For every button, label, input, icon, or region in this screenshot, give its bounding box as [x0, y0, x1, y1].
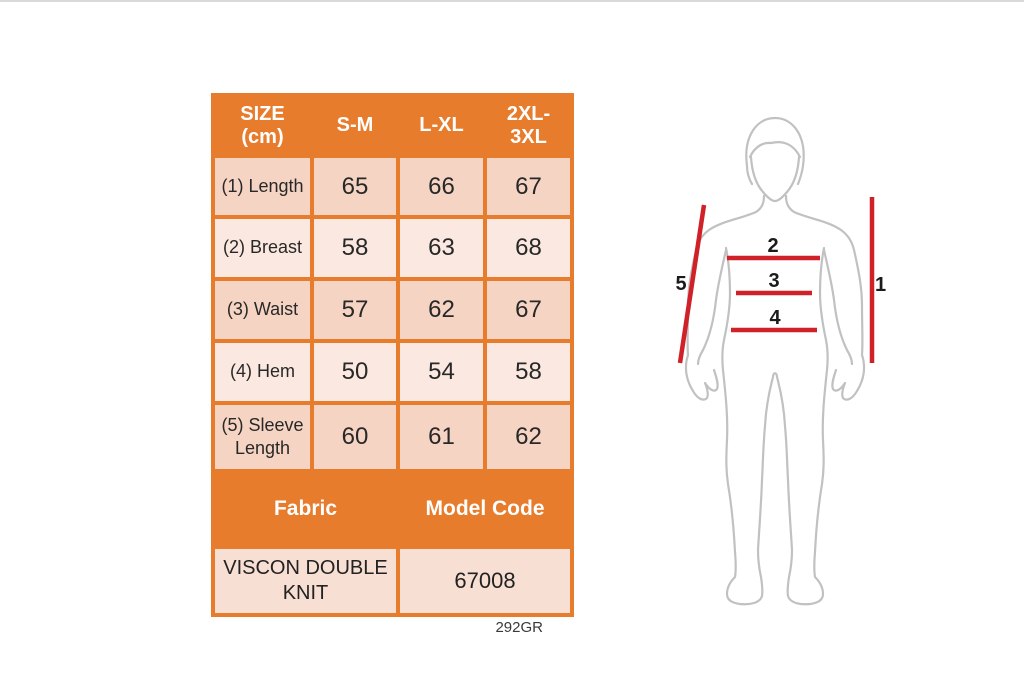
- model-code-value-cell: 67008: [400, 549, 570, 613]
- figure-torso-left: [721, 246, 732, 372]
- hem-sm-value: 50: [314, 343, 396, 401]
- top-divider-line: [0, 0, 1024, 2]
- measure-label-length: 1: [875, 274, 886, 296]
- waist-sm-value: 57: [314, 281, 396, 339]
- header-cell-size-cm: SIZE (cm): [215, 97, 310, 154]
- sleeve-measure-line: [677, 204, 707, 364]
- row-label-length: (1) Length: [215, 158, 310, 215]
- size-table: SIZE (cm) S-M L-XL 2XL- 3XL (1) Length 6…: [211, 93, 574, 617]
- figure-right-arm-inner: [822, 248, 854, 366]
- body-diagram-svg: 1 2 3 4 5: [675, 116, 886, 606]
- measure-label-sleeve: 5: [675, 273, 686, 295]
- figure-torso-right: [818, 246, 829, 372]
- length-lxl-value: 66: [400, 158, 483, 215]
- breast-sm-value: 58: [314, 219, 396, 277]
- figure-inner-legs: [756, 372, 794, 552]
- waist-2xl3xl-value: 67: [487, 281, 570, 339]
- sleeve-2xl3xl-value: 62: [487, 405, 570, 469]
- measure-label-breast: 2: [767, 235, 778, 257]
- male-figure-outline: [684, 116, 866, 606]
- figure-face: [749, 155, 801, 203]
- measure-label-hem: 4: [769, 307, 781, 329]
- hem-2xl3xl-value: 58: [487, 343, 570, 401]
- measure-label-waist: 3: [768, 270, 779, 292]
- body-measurement-diagram: 1 2 3 4 5: [630, 88, 930, 628]
- figure-right-leg: [786, 368, 829, 606]
- hem-lxl-value: 54: [400, 343, 483, 401]
- figure-left-arm-inner: [696, 248, 728, 366]
- fabric-value-cell: VISCON DOUBLE KNIT: [215, 549, 396, 613]
- row-label-hem: (4) Hem: [215, 343, 310, 401]
- figure-left-leg: [721, 368, 764, 606]
- figure-head-hair: [745, 116, 805, 186]
- model-code-header-cell: Model Code: [400, 473, 570, 545]
- row-label-waist: (3) Waist: [215, 281, 310, 339]
- row-label-breast: (2) Breast: [215, 219, 310, 277]
- row-label-sleeve-length: (5) Sleeve Length: [215, 405, 310, 469]
- sleeve-sm-value: 60: [314, 405, 396, 469]
- length-sm-value: 65: [314, 158, 396, 215]
- header-cell-2xl-3xl: 2XL- 3XL: [487, 97, 570, 154]
- figure-right-arm: [784, 194, 866, 401]
- header-cell-s-m: S-M: [314, 97, 396, 154]
- figure-hairline: [748, 141, 802, 159]
- header-cell-l-xl: L-XL: [400, 97, 483, 154]
- figure-left-arm: [684, 194, 766, 401]
- fabric-header-cell: Fabric: [215, 473, 396, 545]
- length-2xl3xl-value: 67: [487, 158, 570, 215]
- fabric-weight-note: 292GR: [495, 619, 543, 636]
- waist-lxl-value: 62: [400, 281, 483, 339]
- sleeve-lxl-value: 61: [400, 405, 483, 469]
- breast-lxl-value: 63: [400, 219, 483, 277]
- breast-2xl3xl-value: 68: [487, 219, 570, 277]
